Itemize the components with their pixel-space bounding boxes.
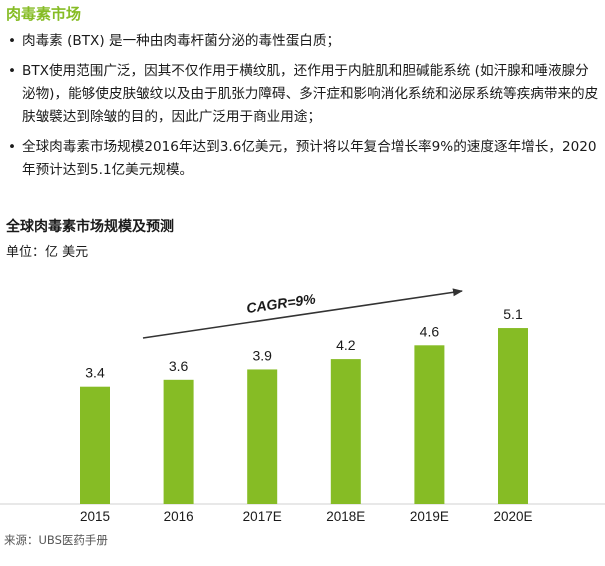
source-note: 来源：UBS医药手册 xyxy=(4,533,108,547)
bullet-dot: • xyxy=(8,139,17,155)
bar-2019E xyxy=(414,345,445,504)
bar-2020E xyxy=(498,328,528,504)
cagr-arrow xyxy=(142,288,463,339)
bullet-dot: • xyxy=(8,33,17,49)
x-tick-label-2020E: 2020E xyxy=(493,509,532,524)
bullet-text: 肉毒素 (BTX) 是一种由肉毒杆菌分泌的毒性蛋白质； xyxy=(22,33,341,49)
x-tick-label-2019E: 2019E xyxy=(410,509,449,524)
value-label-2016: 3.6 xyxy=(169,358,189,374)
bullet-item: • 全球肉毒素市场规模2016年达到3.6亿美元，预计将以年复合增长率9%的速度逐… xyxy=(8,136,600,182)
chart-title: 全球肉毒素市场规模及预测 xyxy=(6,219,174,235)
x-tick-label-2015: 2015 xyxy=(80,509,110,524)
section-title: 肉毒素市场 xyxy=(6,5,82,23)
value-label-2015: 3.4 xyxy=(85,365,105,381)
bullet-text: BTX使用范围广泛，因其不仅作用于横纹肌，还作用于内脏肌和胆碱能系统 (如汗腺和… xyxy=(22,63,599,125)
chart-unit-label: 单位：亿 美元 xyxy=(6,245,89,260)
value-label-2019E: 4.6 xyxy=(420,323,440,339)
value-label-2017E: 3.9 xyxy=(252,347,272,363)
bar-2018E xyxy=(330,359,361,504)
x-tick-label-2016: 2016 xyxy=(164,509,194,524)
x-tick-label-2017E: 2017E xyxy=(243,509,282,524)
bullet-dot: • xyxy=(8,63,17,79)
x-tick-label-2018E: 2018E xyxy=(326,509,365,524)
cagr-label: CAGR=9% xyxy=(245,290,317,316)
bullet-item: • 肉毒素 (BTX) 是一种由肉毒杆菌分泌的毒性蛋白质； xyxy=(8,30,600,53)
value-label-2018E: 4.2 xyxy=(336,337,356,353)
bar-2016 xyxy=(163,379,194,504)
bullet-item: • BTX使用范围广泛，因其不仅作用于横纹肌，还作用于内脏肌和胆碱能系统 (如汗腺… xyxy=(8,60,600,129)
bar-2017E xyxy=(247,369,278,504)
bullet-text: 全球肉毒素市场规模2016年达到3.6亿美元，预计将以年复合增长率9%的速度逐年… xyxy=(22,139,597,178)
bullet-list: • 肉毒素 (BTX) 是一种由肉毒杆菌分泌的毒性蛋白质； • BTX使用范围广泛，… xyxy=(8,30,600,189)
value-label-2020E: 5.1 xyxy=(503,306,523,322)
bar-2015 xyxy=(80,386,110,504)
